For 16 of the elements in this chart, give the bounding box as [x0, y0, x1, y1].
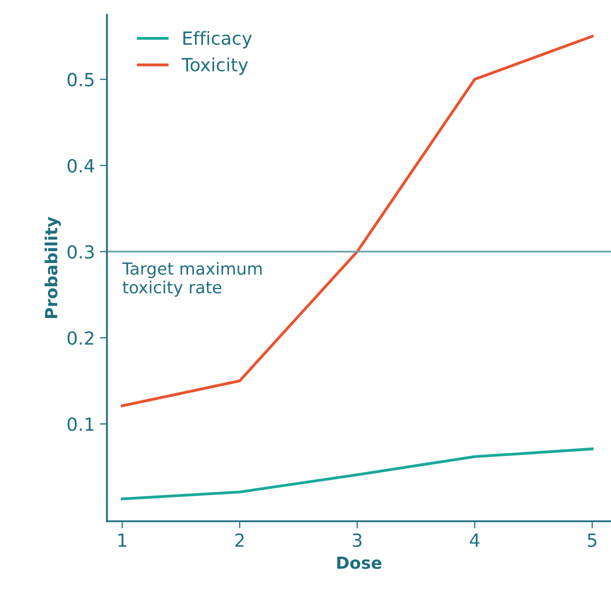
- y-tick-label: 0.4: [68, 158, 94, 173]
- x-tick-label: 4: [470, 534, 480, 547]
- x-tick-label: 3: [352, 533, 362, 548]
- y-tick-label: 0.2: [68, 331, 94, 345]
- x-tick-label: 5: [588, 534, 596, 548]
- legend-label: Toxicity: [182, 57, 248, 75]
- legend-label: Efficacy: [183, 30, 252, 48]
- x-tick-label: 2: [235, 533, 244, 547]
- y-tick-label: 0.5: [68, 72, 94, 86]
- y-axis-title: Probability: [44, 216, 61, 318]
- y-tick-label: 0.1: [68, 417, 94, 432]
- line-series: [120, 448, 594, 500]
- x-axis-title: Dose: [337, 556, 382, 569]
- ref-line-label: Target maximum toxicity rate: [122, 262, 262, 297]
- y-tick-label: 0.3: [68, 245, 94, 259]
- x-tick-label: 1: [118, 534, 126, 547]
